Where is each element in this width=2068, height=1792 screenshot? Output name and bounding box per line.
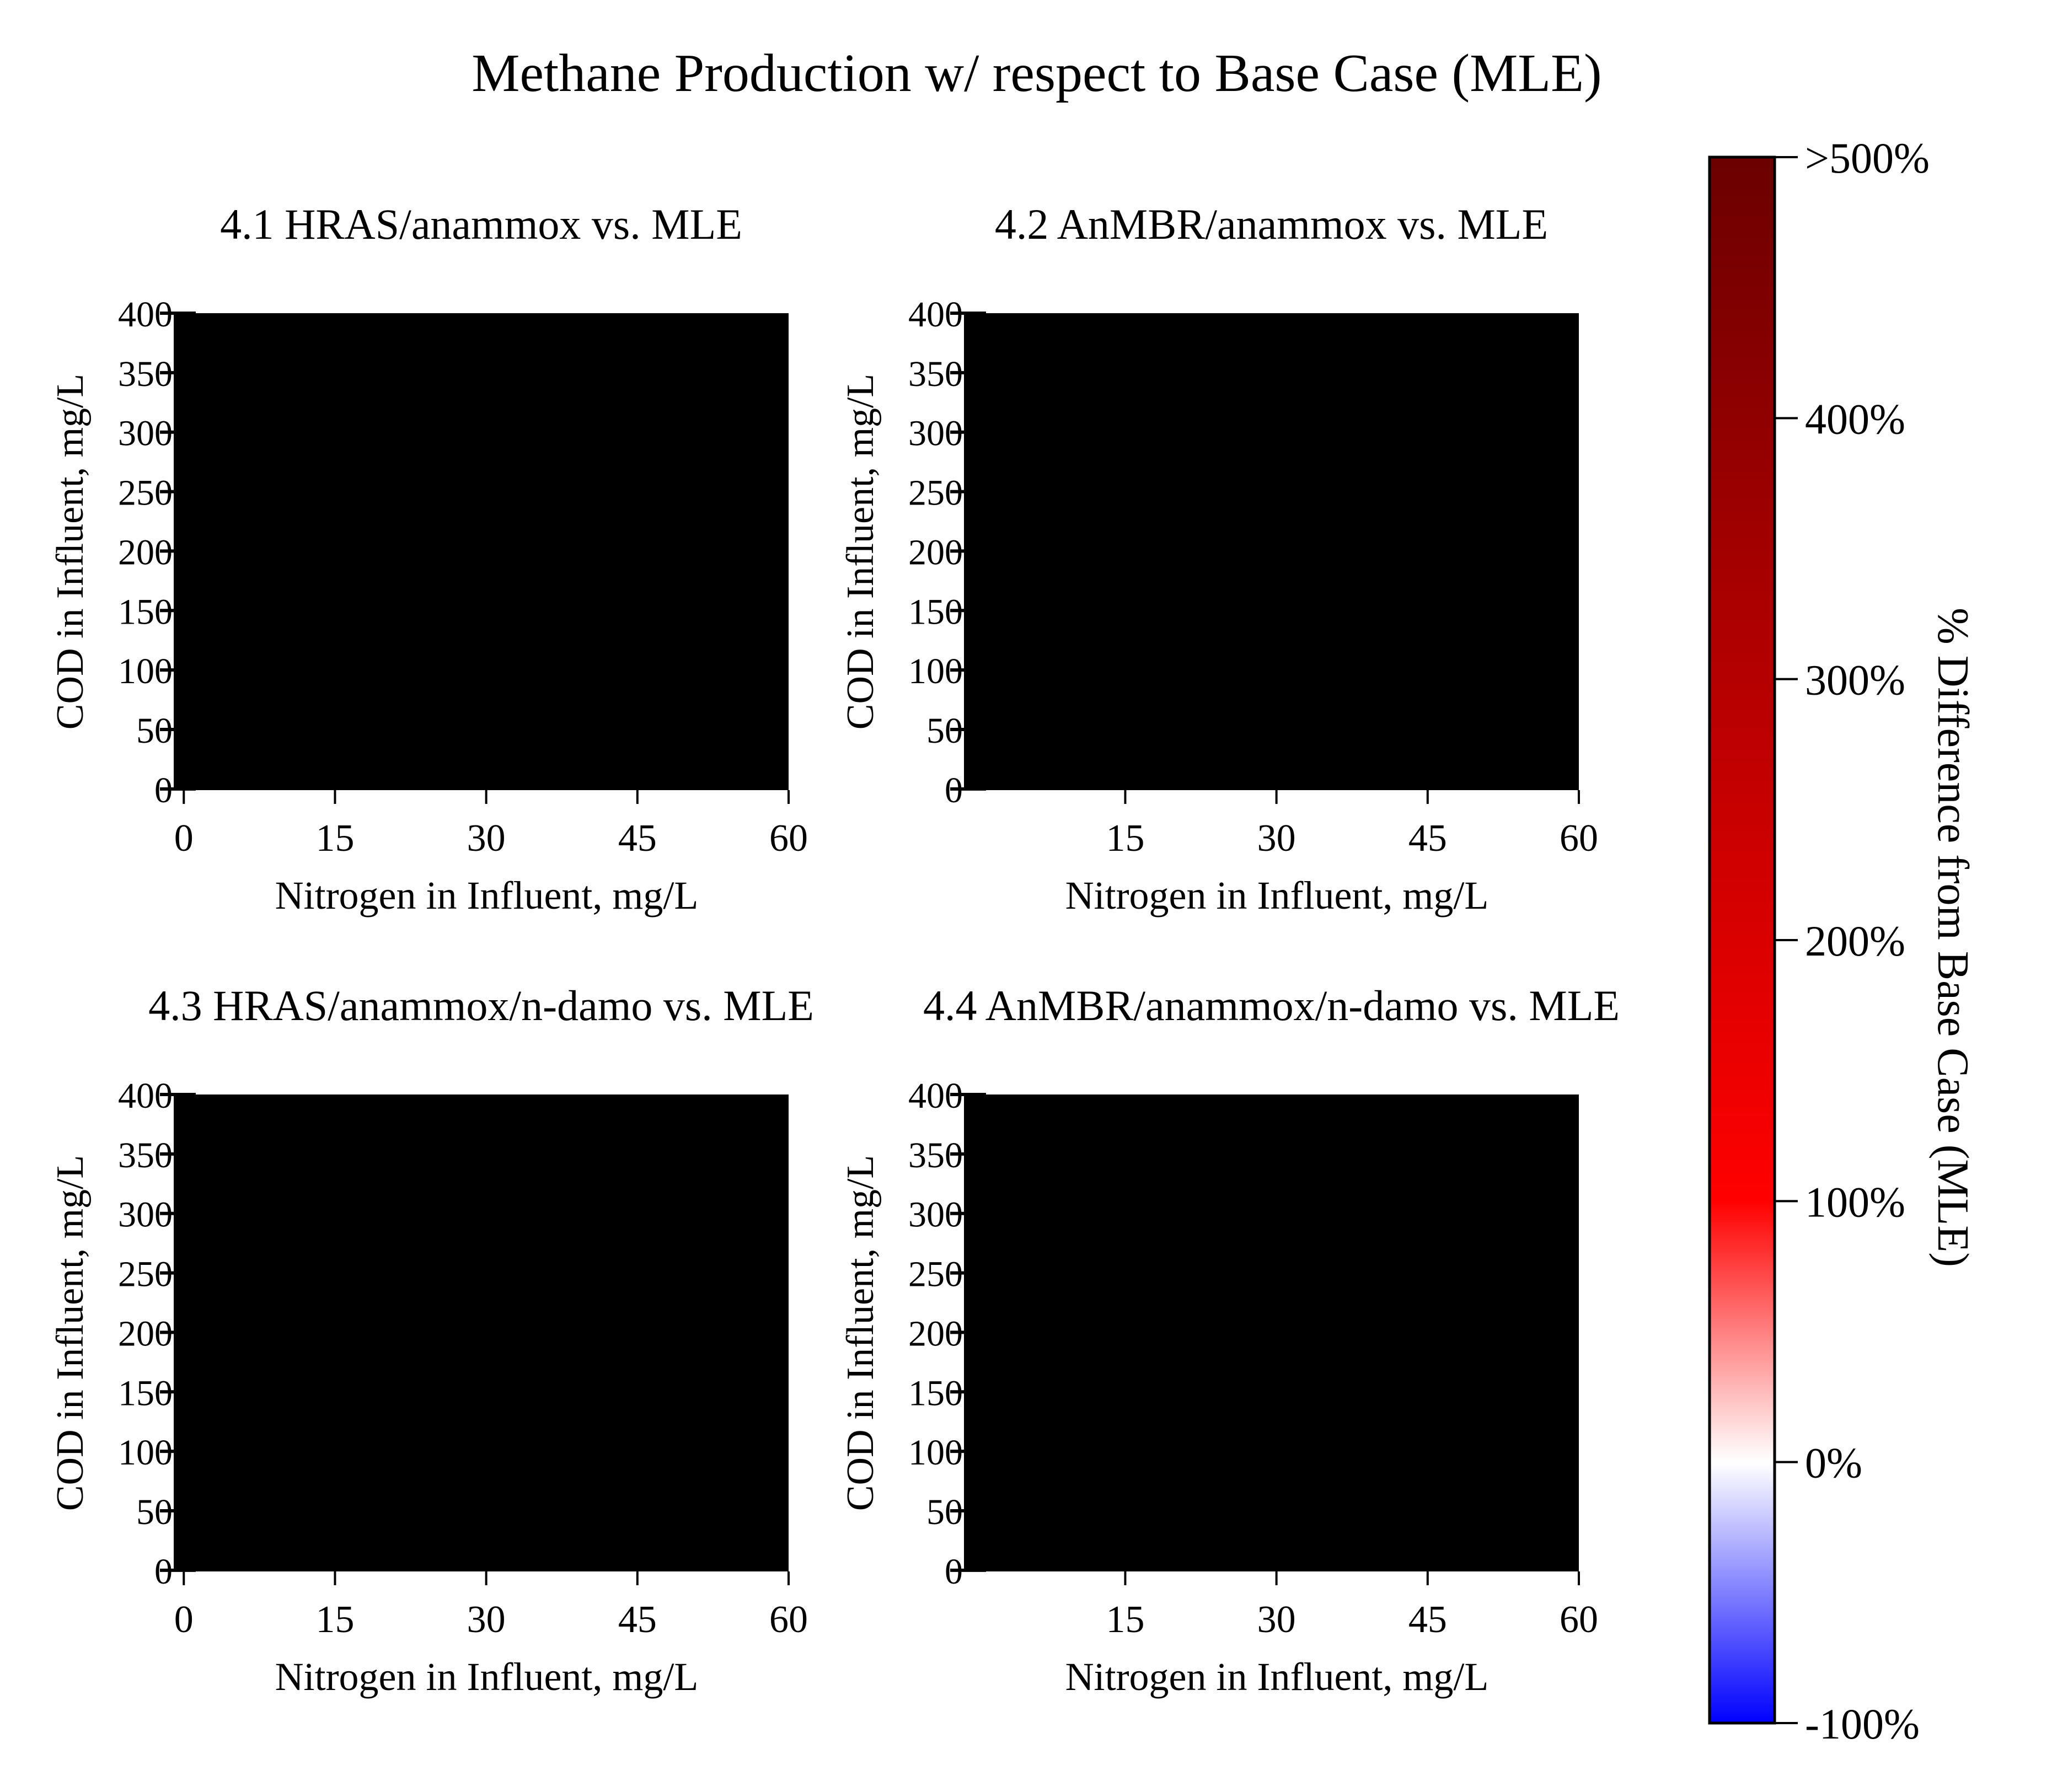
y-tick-label: 200 bbox=[118, 532, 173, 572]
x-tick-label: 60 bbox=[769, 817, 808, 860]
panel-1: 4.1 HRAS/anammox vs. MLE 0 15 30 45 60 0 50 100 1… bbox=[49, 200, 808, 918]
y-axis-label: COD in Influent, mg/L bbox=[49, 374, 92, 729]
y-tick-label: 400 bbox=[118, 1076, 173, 1116]
y-axis-label: COD in Influent, mg/L bbox=[839, 1155, 882, 1511]
y-tick-label: 100 bbox=[908, 1432, 963, 1473]
x-tick-label: 45 bbox=[1408, 817, 1447, 860]
y-tick-label: 50 bbox=[136, 711, 173, 751]
y-tick-label: 200 bbox=[908, 532, 963, 572]
y-axis-label: COD in Influent, mg/L bbox=[49, 1155, 92, 1511]
y-tick-label: 200 bbox=[118, 1313, 173, 1354]
y-tick-label: 400 bbox=[118, 294, 173, 335]
y-tick-label: 0 bbox=[945, 1552, 963, 1592]
x-tick-label: 15 bbox=[315, 817, 354, 860]
y-tick-label: 0 bbox=[154, 1552, 173, 1592]
colorbar-tick-label: -100% bbox=[1805, 1700, 1920, 1748]
x-tick-label: 0 bbox=[174, 1598, 194, 1641]
y-tick-label: 150 bbox=[908, 1373, 963, 1413]
panel-2: 4.2 AnMBR/anammox vs. MLE 15 30 45 60 0 50 100 1… bbox=[839, 200, 1598, 918]
colorbar-tick-label: 0% bbox=[1805, 1439, 1862, 1487]
y-tick-label: 350 bbox=[908, 1135, 963, 1176]
y-tick-label: 50 bbox=[926, 1492, 963, 1532]
y-tick-label: 0 bbox=[154, 770, 173, 811]
colorbar-tick-label: 300% bbox=[1805, 656, 1905, 704]
x-tick-label: 60 bbox=[769, 1598, 808, 1641]
y-axis-label: COD in Influent, mg/L bbox=[839, 374, 882, 729]
y-tick-label: 350 bbox=[118, 354, 173, 394]
y-tick-label: 300 bbox=[908, 1195, 963, 1235]
y-tick-label: 300 bbox=[118, 1195, 173, 1235]
x-tick-label: 15 bbox=[315, 1598, 354, 1641]
x-axis-label: Nitrogen in Influent, mg/L bbox=[275, 1655, 699, 1699]
y-tick-label: 400 bbox=[908, 1076, 963, 1116]
y-tick-label: 300 bbox=[118, 414, 173, 454]
figure-title: Methane Production w/ respect to Base Ca… bbox=[472, 44, 1601, 103]
y-tick-label: 50 bbox=[926, 711, 963, 751]
y-tick-label: 250 bbox=[118, 473, 173, 513]
y-tick-label: 0 bbox=[945, 770, 963, 811]
x-tick-label: 15 bbox=[1106, 817, 1144, 860]
y-tick-label: 350 bbox=[908, 354, 963, 394]
x-axis-label: Nitrogen in Influent, mg/L bbox=[275, 873, 699, 918]
colorbar-tick-label: 400% bbox=[1805, 395, 1905, 443]
colorbar-tick-label: 200% bbox=[1805, 917, 1905, 965]
y-tick-label: 150 bbox=[118, 1373, 173, 1413]
y-tick-label: 100 bbox=[118, 1432, 173, 1473]
y-tick-label: 150 bbox=[118, 592, 173, 632]
panel-3: 4.3 HRAS/anammox/n-damo vs. MLE 0 15 30 45 60… bbox=[49, 981, 814, 1699]
panel-title: 4.1 HRAS/anammox vs. MLE bbox=[220, 200, 742, 248]
panels: 4.1 HRAS/anammox vs. MLE 0 15 30 45 60 0 50 100 1… bbox=[49, 200, 1620, 1699]
heatmap-area bbox=[964, 313, 1579, 790]
y-tick-label: 250 bbox=[118, 1254, 173, 1295]
y-tick-label: 400 bbox=[908, 294, 963, 335]
y-tick-label: 50 bbox=[136, 1492, 173, 1532]
x-tick-label: 60 bbox=[1560, 1598, 1598, 1641]
x-axis-label: Nitrogen in Influent, mg/L bbox=[1065, 1655, 1489, 1699]
x-tick-label: 30 bbox=[467, 817, 506, 860]
y-tick-label: 200 bbox=[908, 1313, 963, 1354]
heatmap-area bbox=[174, 1094, 789, 1571]
x-tick-label: 30 bbox=[1257, 817, 1296, 860]
y-tick-label: 150 bbox=[908, 592, 963, 632]
x-tick-label: 45 bbox=[618, 1598, 657, 1641]
colorbar-label: % Difference from Base Case (MLE) bbox=[1928, 608, 1977, 1267]
y-tick-label: 100 bbox=[118, 651, 173, 691]
colorbar: -100% 0% 100% 200% 300% 400% >500% % Difference… bbox=[1708, 134, 1977, 1748]
x-tick-label: 30 bbox=[1257, 1598, 1296, 1641]
x-axis-label: Nitrogen in Influent, mg/L bbox=[1065, 873, 1489, 918]
y-tick-label: 250 bbox=[908, 473, 963, 513]
colorbar-tick-label: >500% bbox=[1805, 134, 1930, 182]
y-tick-label: 300 bbox=[908, 414, 963, 454]
y-tick-label: 250 bbox=[908, 1254, 963, 1295]
x-tick-label: 0 bbox=[174, 817, 194, 860]
x-tick-label: 45 bbox=[1408, 1598, 1447, 1641]
x-tick-label: 15 bbox=[1106, 1598, 1144, 1641]
y-tick-label: 350 bbox=[118, 1135, 173, 1176]
heatmap-area bbox=[964, 1094, 1579, 1571]
colorbar-tick-label: 100% bbox=[1805, 1178, 1905, 1226]
x-tick-label: 45 bbox=[618, 817, 657, 860]
x-tick-label: 30 bbox=[467, 1598, 506, 1641]
y-tick-label: 100 bbox=[908, 651, 963, 691]
panel-title: 4.3 HRAS/anammox/n-damo vs. MLE bbox=[148, 981, 814, 1029]
panel-title: 4.2 AnMBR/anammox vs. MLE bbox=[995, 200, 1548, 248]
heatmap-area bbox=[174, 313, 789, 790]
colorbar-gradient bbox=[1708, 155, 1776, 1725]
panel-title: 4.4 AnMBR/anammox/n-damo vs. MLE bbox=[923, 981, 1620, 1029]
x-tick-label: 60 bbox=[1560, 817, 1598, 860]
panel-4: 4.4 AnMBR/anammox/n-damo vs. MLE 15 30 45 60… bbox=[839, 981, 1620, 1699]
